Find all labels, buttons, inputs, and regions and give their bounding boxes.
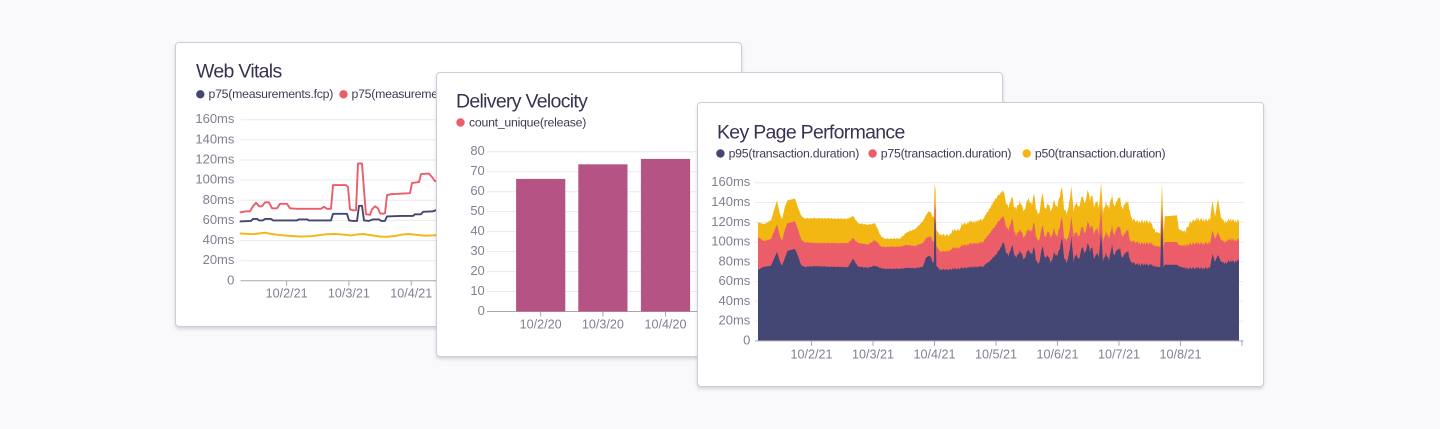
svg-text:120ms: 120ms	[711, 214, 751, 229]
svg-text:50: 50	[470, 203, 484, 218]
svg-text:p95(transaction.duration): p95(transaction.duration)	[729, 147, 860, 161]
svg-text:160ms: 160ms	[711, 174, 751, 189]
svg-text:10/4/21: 10/4/21	[390, 287, 432, 301]
svg-text:20: 20	[470, 263, 484, 278]
svg-text:140ms: 140ms	[195, 131, 235, 146]
svg-text:0: 0	[478, 303, 485, 318]
svg-text:120ms: 120ms	[195, 152, 235, 167]
svg-text:20ms: 20ms	[203, 252, 235, 267]
svg-text:10/4/20: 10/4/20	[644, 318, 686, 332]
svg-text:60ms: 60ms	[719, 273, 751, 288]
svg-text:80: 80	[470, 143, 484, 158]
svg-text:p75(measurements.fcp): p75(measurements.fcp)	[209, 87, 334, 101]
svg-text:40ms: 40ms	[203, 232, 235, 247]
svg-text:10/3/21: 10/3/21	[852, 348, 894, 362]
svg-text:70: 70	[470, 163, 484, 178]
svg-text:0: 0	[743, 332, 750, 347]
svg-text:count_unique(release): count_unique(release)	[469, 116, 586, 130]
svg-text:100ms: 100ms	[195, 172, 235, 187]
svg-text:100ms: 100ms	[711, 234, 751, 249]
svg-text:10/6/21: 10/6/21	[1036, 348, 1078, 362]
svg-text:10/3/21: 10/3/21	[328, 287, 370, 301]
svg-text:10: 10	[470, 283, 484, 298]
svg-text:10/2/21: 10/2/21	[790, 348, 832, 362]
svg-text:10/5/21: 10/5/21	[975, 348, 1017, 362]
svg-text:140ms: 140ms	[711, 194, 751, 209]
svg-text:Delivery Velocity: Delivery Velocity	[456, 91, 588, 113]
svg-text:60ms: 60ms	[203, 212, 235, 227]
svg-text:Key Page Performance: Key Page Performance	[717, 122, 905, 144]
svg-text:10/7/21: 10/7/21	[1098, 348, 1140, 362]
svg-text:30: 30	[470, 243, 484, 258]
svg-text:60: 60	[470, 183, 484, 198]
svg-text:10/2/20: 10/2/20	[520, 318, 562, 332]
svg-text:10/2/21: 10/2/21	[266, 287, 308, 301]
svg-text:Web Vitals: Web Vitals	[196, 61, 282, 83]
svg-text:p50(transaction.duration): p50(transaction.duration)	[1035, 147, 1166, 161]
svg-text:10/8/21: 10/8/21	[1159, 348, 1201, 362]
svg-text:10/4/21: 10/4/21	[913, 348, 955, 362]
svg-text:p75(transaction.duration): p75(transaction.duration)	[881, 147, 1012, 161]
svg-text:80ms: 80ms	[719, 253, 751, 268]
svg-text:40ms: 40ms	[719, 293, 751, 308]
svg-text:20ms: 20ms	[719, 313, 751, 328]
svg-text:80ms: 80ms	[203, 192, 235, 207]
svg-text:160ms: 160ms	[195, 111, 235, 126]
svg-text:40: 40	[470, 223, 484, 238]
svg-text:10/3/20: 10/3/20	[582, 318, 624, 332]
svg-text:0: 0	[227, 272, 234, 287]
